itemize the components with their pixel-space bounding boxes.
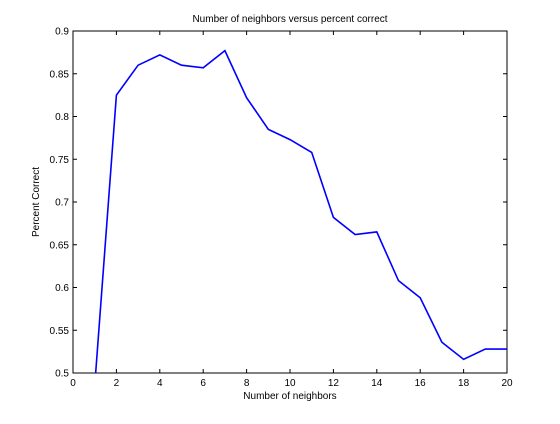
x-tick-label: 18 [458, 378, 470, 389]
x-tick-label: 0 [70, 378, 76, 389]
series-layer [94, 49, 507, 373]
y-tick-label: 0.65 [50, 240, 70, 251]
x-tick-label: 16 [415, 378, 427, 389]
y-tick-label: 0.85 [50, 69, 70, 80]
y-tick-label: 0.55 [50, 326, 70, 337]
y-tick-label: 0.7 [55, 198, 69, 209]
y-tick-label: 0.9 [55, 27, 69, 38]
x-axis-ticks: 0 2 4 6 8 10 12 14 16 18 20 [70, 31, 513, 389]
plot-area [72, 30, 508, 374]
x-axis-label: Number of neighbors [243, 391, 336, 402]
x-tick-label: 10 [284, 378, 296, 389]
x-tick-label: 4 [157, 378, 163, 389]
y-tick-label: 0.6 [55, 283, 69, 294]
x-tick-label: 6 [200, 378, 206, 389]
y-tick-label: 0.8 [55, 112, 69, 123]
chart-title: Number of neighbors versus percent corre… [192, 14, 387, 25]
y-axis-label: Percent Correct [31, 167, 42, 237]
x-tick-label: 12 [328, 378, 340, 389]
y-axis-ticks: 0.5 0.55 0.6 0.65 0.7 0.75 0.8 0.85 0.9 [50, 27, 507, 380]
x-tick-label: 8 [244, 378, 250, 389]
x-tick-label: 2 [114, 378, 120, 389]
y-tick-label: 0.75 [50, 155, 70, 166]
x-tick-label: 14 [371, 378, 383, 389]
y-tick-label: 0.5 [55, 369, 69, 380]
series-line-1 [94, 49, 507, 373]
x-tick-label: 20 [501, 378, 513, 389]
